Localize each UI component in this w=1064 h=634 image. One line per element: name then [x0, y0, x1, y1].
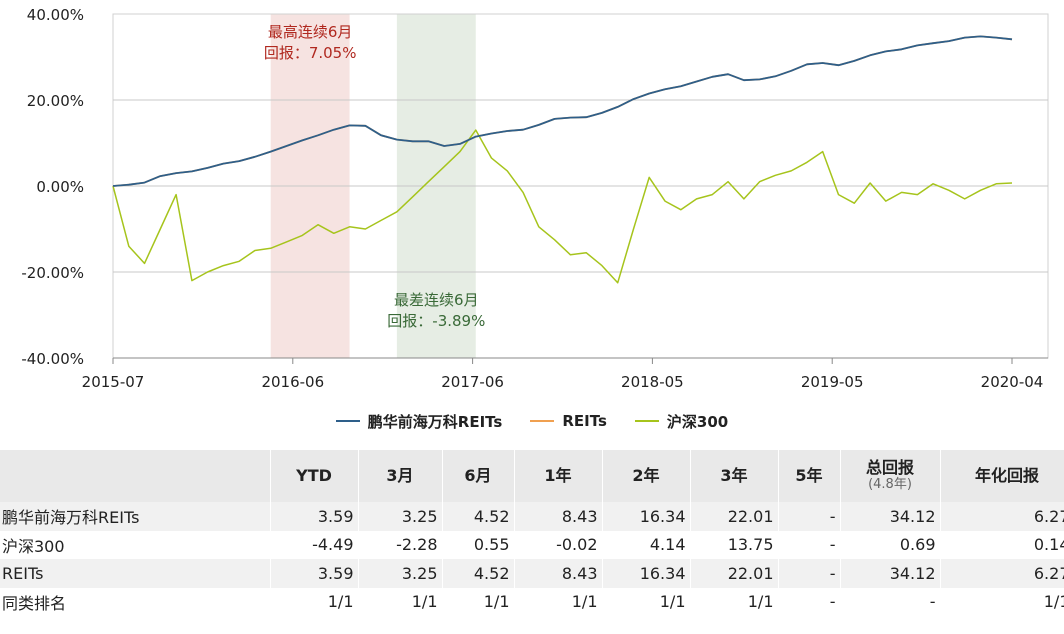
header-1y[interactable]: 1年 — [514, 450, 603, 502]
table-cell: - — [778, 587, 841, 616]
table-cell: 22.01 — [690, 559, 779, 588]
table-cell: - — [778, 530, 841, 559]
table-cell: 6.27 — [940, 559, 1064, 588]
table-cell: 1/1 — [442, 587, 515, 616]
x-tick-label: 2020-04 — [981, 373, 1044, 391]
table-cell: 4.52 — [442, 502, 515, 531]
legend-item-csi300[interactable]: 沪深300 — [634, 411, 729, 432]
header-6m[interactable]: 6月 — [442, 450, 515, 502]
legend-label-reits: REITs — [562, 412, 607, 430]
table-cell: 16.34 — [602, 559, 691, 588]
highlight-label: 最差连续6月 — [394, 291, 479, 309]
series-line-reits — [112, 35, 1013, 187]
table-cell: 8.43 — [514, 502, 603, 531]
table-cell: 0.69 — [840, 530, 941, 559]
table-cell: 0.14 — [940, 530, 1064, 559]
table-cell: 16.34 — [602, 502, 691, 531]
table-header-row: YTD 3月 6月 1年 2年 3年 5年 总回报 (4.8年) 年化回报 — [0, 450, 1064, 502]
header-5y[interactable]: 5年 — [778, 450, 841, 502]
table-row: REITs 3.59 3.25 4.52 8.43 16.34 22.01-34.12 6.2… — [0, 559, 1064, 588]
y-tick-label: -40.00% — [21, 350, 84, 368]
y-tick-label: 40.00% — [27, 6, 84, 24]
table-cell: -2.28 — [358, 530, 443, 559]
performance-table: YTD 3月 6月 1年 2年 3年 5年 总回报 (4.8年) 年化回报 鹏华前… — [0, 450, 1064, 616]
table-cell: 34.12 — [840, 559, 941, 588]
table-row: 沪深300 -4.49 -2.28 0.55 -0.02 4.14 13.75-0.69 0.… — [0, 530, 1064, 559]
x-tick-label: 2015-07 — [82, 373, 145, 391]
x-tick-label: 2018-05 — [621, 373, 684, 391]
table-cell: - — [778, 559, 841, 588]
table-cell: - — [840, 587, 941, 616]
table-cell: 6.27 — [940, 502, 1064, 531]
x-tick-label: 2019-05 — [801, 373, 864, 391]
y-tick-label: 20.00% — [27, 92, 84, 110]
x-tick-label: 2016-06 — [261, 373, 324, 391]
header-annualized[interactable]: 年化回报 — [940, 450, 1064, 502]
chart-legend: 鹏华前海万科REITs REITs 沪深300 — [0, 406, 1064, 436]
legend-label-csi300: 沪深300 — [666, 412, 729, 431]
table-cell: 34.12 — [840, 502, 941, 531]
header-3y[interactable]: 3年 — [690, 450, 779, 502]
series-line-fund — [112, 35, 1013, 187]
table-cell: -4.49 — [270, 530, 359, 559]
table-cell: 1/1 — [358, 587, 443, 616]
row-label: REITs — [0, 559, 271, 588]
table-cell: 3.59 — [270, 559, 359, 588]
legend-item-fund[interactable]: 鹏华前海万科REITs — [335, 411, 503, 432]
header-2y[interactable]: 2年 — [602, 450, 691, 502]
legend-label-fund: 鹏华前海万科REITs — [367, 412, 503, 431]
y-tick-label: -20.00% — [21, 264, 84, 282]
legend-swatch-fund — [335, 420, 360, 422]
table-cell: 13.75 — [690, 530, 779, 559]
row-label: 同类排名 — [0, 587, 271, 616]
header-ytd[interactable]: YTD — [270, 450, 359, 502]
table-cell: 4.14 — [602, 530, 691, 559]
table-cell: 1/1 — [270, 587, 359, 616]
table-cell: - — [778, 502, 841, 531]
table-cell: 4.52 — [442, 559, 515, 588]
header-3m[interactable]: 3月 — [358, 450, 443, 502]
row-label: 沪深300 — [0, 530, 271, 559]
header-name — [0, 450, 271, 502]
table-cell: 0.55 — [442, 530, 515, 559]
x-tick-label: 2017-06 — [441, 373, 504, 391]
header-total[interactable]: 总回报 (4.8年) — [840, 450, 941, 502]
header-total-sub: (4.8年) — [868, 476, 912, 492]
highlight-label: 最高连续6月 — [268, 23, 353, 41]
table-cell: 1/1 — [602, 587, 691, 616]
table-cell: 1/1 — [690, 587, 779, 616]
legend-swatch-reits — [530, 420, 555, 422]
table-cell: 1/1 — [514, 587, 603, 616]
table-cell: 3.25 — [358, 502, 443, 531]
highlight-value: 回报：7.05% — [264, 44, 357, 62]
table-cell: 22.01 — [690, 502, 779, 531]
header-total-label: 总回报 — [865, 458, 914, 478]
table-row: 鹏华前海万科REITs 3.59 3.25 4.52 8.43 16.34 22.01-34… — [0, 502, 1064, 531]
highlight-value: 回报：-3.89% — [387, 312, 485, 330]
table-cell: 1/1 — [940, 587, 1064, 616]
legend-swatch-csi300 — [634, 420, 659, 422]
y-tick-label: 0.00% — [36, 178, 84, 196]
series-line-csi300 — [112, 129, 1013, 284]
row-label: 鹏华前海万科REITs — [0, 502, 271, 531]
table-cell: -0.02 — [514, 530, 603, 559]
table-cell: 3.59 — [270, 502, 359, 531]
legend-item-reits[interactable]: REITs — [530, 412, 607, 430]
table-cell: 3.25 — [358, 559, 443, 588]
table-cell: 8.43 — [514, 559, 603, 588]
